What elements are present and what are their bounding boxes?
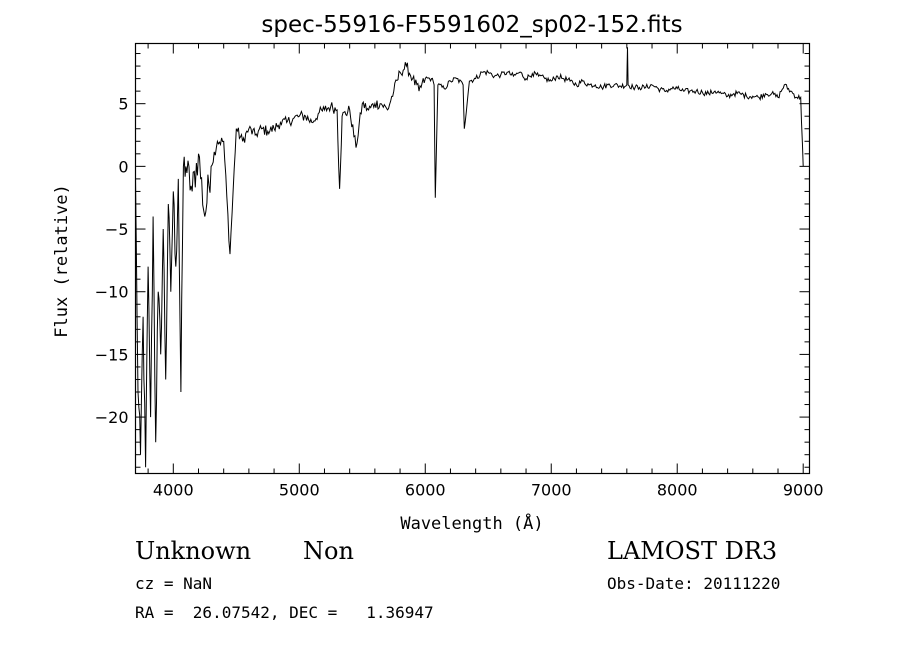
y-tick-label: −15: [95, 345, 129, 364]
x-tick-label: 8000: [657, 481, 698, 500]
x-tick-label: 6000: [405, 481, 446, 500]
x-tick-label: 5000: [279, 481, 320, 500]
x-tick-label: 7000: [531, 481, 572, 500]
observation-date: Obs-Date: 20111220: [607, 574, 781, 593]
object-class: Unknown: [135, 537, 252, 565]
y-tick-label: −5: [105, 220, 129, 239]
y-tick-label: 0: [118, 157, 128, 176]
object-subclass: Non: [303, 537, 354, 565]
chart-title: spec-55916-F5591602_sp02-152.fits: [261, 12, 682, 38]
ra-dec-readout: RA = 26.07542, DEC = 1.36947: [135, 603, 434, 622]
axis-ticks: [135, 43, 810, 474]
survey-name: LAMOST DR3: [607, 537, 778, 565]
y-tick-label: −20: [95, 408, 129, 427]
x-axis-label: Wavelength (Å): [400, 512, 543, 534]
tick-labels: 4000 5000 6000 7000 8000 9000 −20 −15 −10 −5 0 5: [95, 95, 824, 500]
y-axis-label: Flux (relative): [52, 184, 72, 338]
y-tick-label: 5: [118, 95, 128, 114]
y-tick-label: −10: [95, 283, 129, 302]
x-tick-label: 4000: [153, 481, 194, 500]
plot-frame: [134, 42, 811, 475]
x-tick-label: 9000: [783, 481, 824, 500]
flux-series-line: [135, 47, 804, 468]
redshift-readout: cz = NaN: [135, 574, 213, 593]
